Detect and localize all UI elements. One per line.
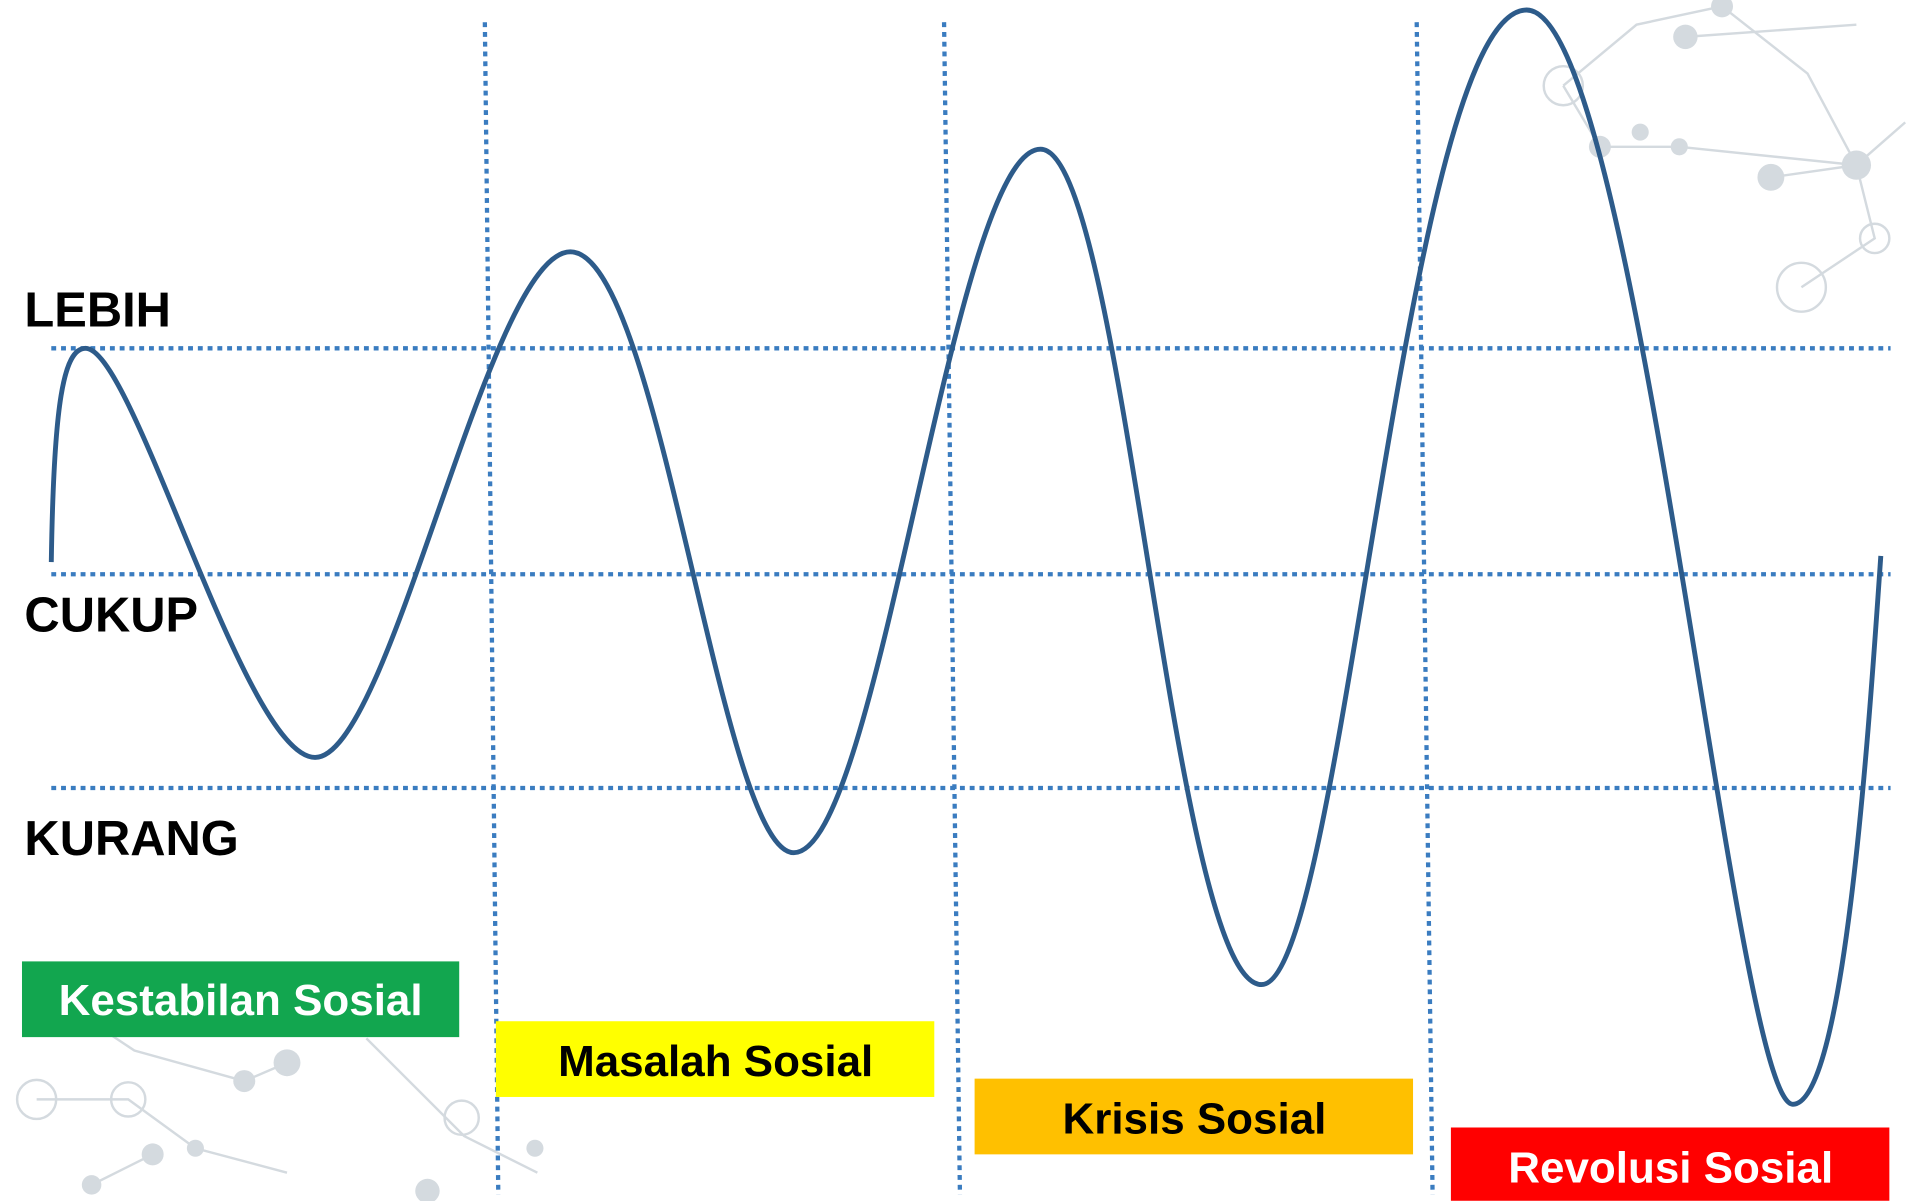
level-label: LEBIH xyxy=(24,283,171,337)
wave xyxy=(48,7,1884,1107)
grid-lines xyxy=(51,22,1891,1195)
phase-label: Masalah Sosial xyxy=(558,1037,873,1086)
level-label: CUKUP xyxy=(24,589,198,643)
phase-box xyxy=(495,1021,935,1097)
phase-box xyxy=(974,1078,1414,1155)
v-line xyxy=(941,22,963,1195)
phase-label: Revolusi Sosial xyxy=(1508,1143,1833,1192)
phase-label: Kestabilan Sosial xyxy=(59,976,423,1025)
v-line xyxy=(1414,22,1435,1195)
background-network xyxy=(15,0,1907,1201)
level-label: KURANG xyxy=(24,812,238,866)
v-line xyxy=(482,22,501,1195)
phase-box xyxy=(1450,1127,1890,1201)
phase-label: Krisis Sosial xyxy=(1063,1095,1327,1144)
phase-box xyxy=(21,961,460,1038)
